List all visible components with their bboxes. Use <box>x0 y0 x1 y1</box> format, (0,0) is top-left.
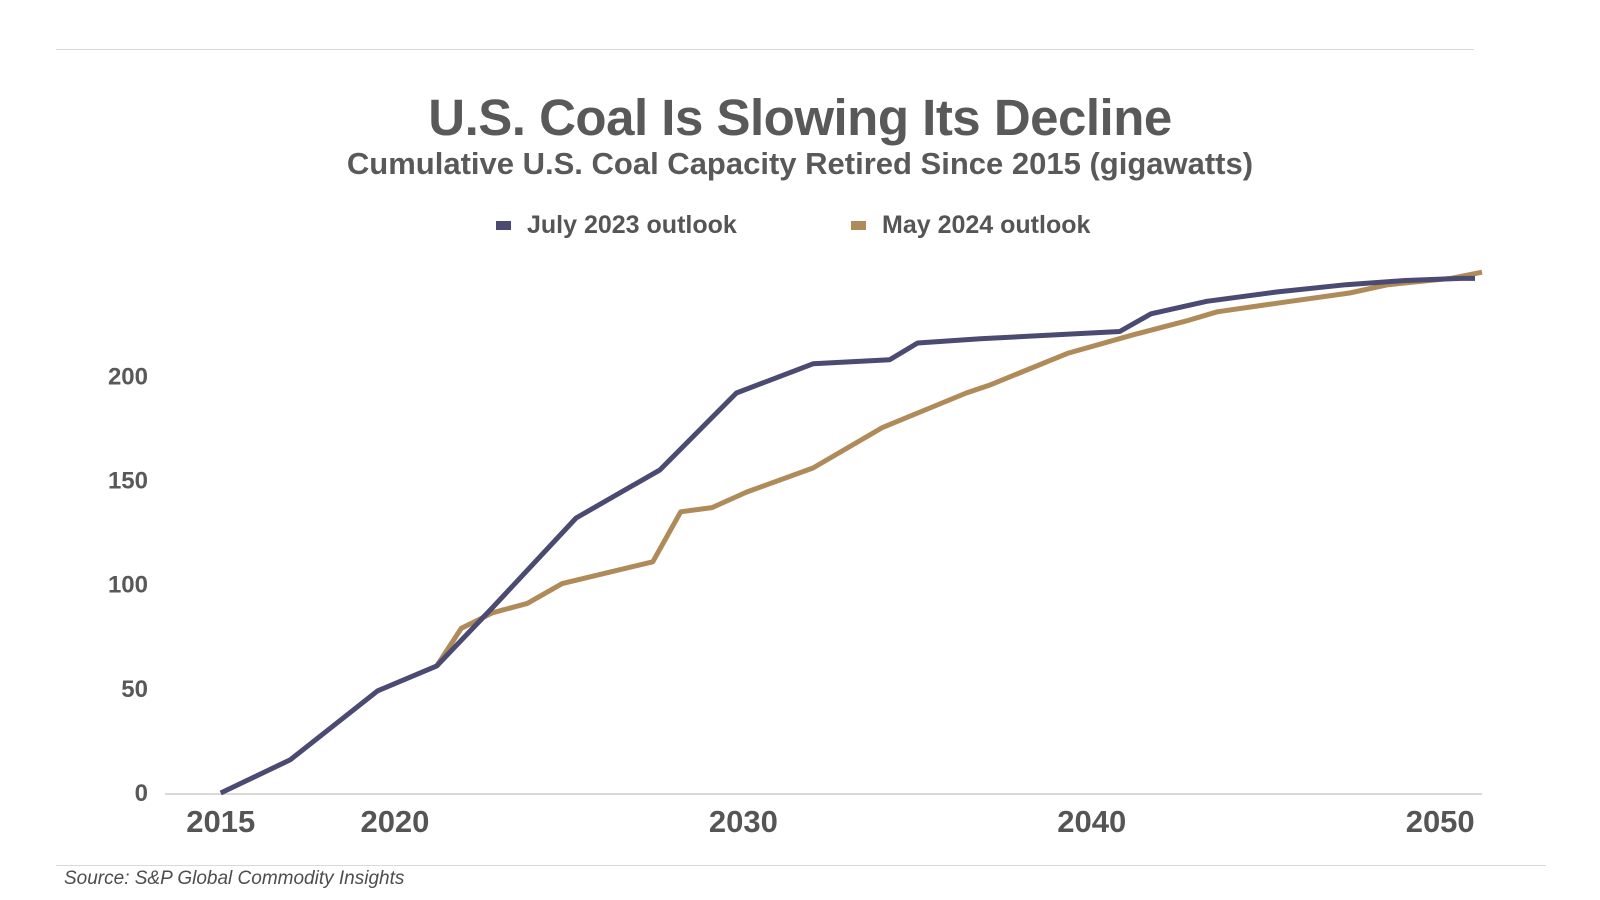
legend-item-may-2024: May 2024 outlook <box>851 207 1090 243</box>
chart-subtitle: Cumulative U.S. Coal Capacity Retired Si… <box>346 146 1254 181</box>
x-tick-label: 2020 <box>360 804 429 839</box>
x-axis-ticks: 2015 2020 2030 2040 2050 <box>186 804 1474 839</box>
bottom-divider <box>56 865 1546 866</box>
legend-label-july-2023: July 2023 outlook <box>527 210 737 239</box>
y-tick-label: 150 <box>108 468 148 495</box>
legend-swatch-july-2023 <box>496 220 511 230</box>
top-divider <box>56 49 1474 50</box>
x-tick-label: 2040 <box>1057 804 1126 839</box>
y-tick-label: 0 <box>135 780 148 807</box>
legend-swatch-may-2024 <box>851 220 866 230</box>
y-tick-label: 200 <box>108 363 148 390</box>
y-axis-ticks: 0 50 100 150 200 <box>108 363 148 807</box>
y-tick-label: 50 <box>121 676 148 703</box>
x-tick-label: 2050 <box>1406 804 1475 839</box>
x-tick-label: 2030 <box>709 804 778 839</box>
y-tick-label: 100 <box>108 572 148 599</box>
chart-title: U.S. Coal Is Slowing Its Decline <box>428 89 1172 146</box>
x-tick-label: 2015 <box>186 804 255 839</box>
legend-item-july-2023: July 2023 outlook <box>496 207 737 243</box>
source-note: Source: S&P Global Commodity Insights <box>64 868 405 889</box>
series-line-may-2024 <box>434 269 1483 668</box>
series-line-july-2023 <box>219 275 1475 796</box>
legend-label-may-2024: May 2024 outlook <box>882 210 1091 239</box>
series-lines <box>219 269 1483 796</box>
